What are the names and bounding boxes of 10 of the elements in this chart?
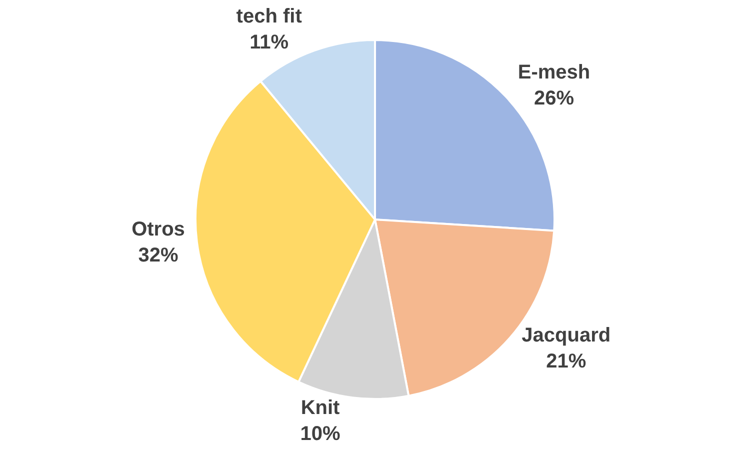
slice-label: E-mesh (518, 61, 590, 84)
data-label: 11% (250, 31, 289, 54)
slice-label: Otros (132, 218, 185, 240)
data-label: 32% (138, 244, 178, 266)
data-label: 21% (546, 350, 586, 373)
slice-label: tech fit (236, 5, 302, 28)
data-label: 10% (300, 423, 341, 446)
slice-label: Jacquard (522, 324, 611, 347)
slice-label: Knit (300, 397, 340, 420)
data-label: 26% (534, 87, 574, 110)
